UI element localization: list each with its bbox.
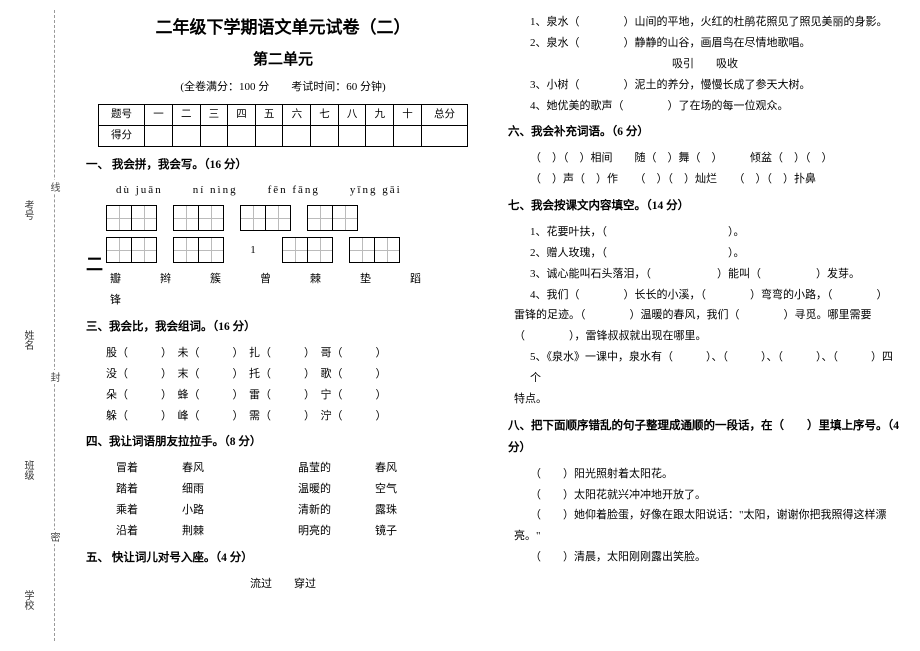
- s7-line: （ ），雷锋叔叔就出现在哪里。: [514, 326, 902, 347]
- score-header: 题号: [98, 104, 144, 125]
- table-row: 得分: [98, 125, 467, 146]
- s8-line: （ ）她仰着脸蛋，好像在跟太阳说话："太阳，谢谢你把我照得这样漂: [530, 505, 902, 526]
- binding-label-1: 线: [46, 180, 61, 194]
- section-1-heading: 一、 我会拼，我会写。（16 分）: [86, 155, 480, 177]
- s5-line: 4、她优美的歌声（ ）了在场的每一位观众。: [530, 96, 902, 117]
- exam-title: 二年级下学期语文单元试卷（二）: [86, 12, 480, 44]
- s7-line: 3、诚心能叫石头落泪，（ ）能叫（ ）发芽。: [530, 264, 902, 285]
- s5-line: 3、小树（ ）泥土的养分，慢慢长成了参天大树。: [530, 75, 902, 96]
- binding-margin: 线 封 密 考号 姓名 班级 学校: [0, 0, 80, 651]
- char-row: 瓣 辫 簇 曾 棘 垫 蹈 锋: [110, 269, 480, 311]
- pair-row: 沿着 荆棘明亮的 镜子: [116, 521, 480, 542]
- section-4-heading: 四、我让词语朋友拉拉手。（8 分）: [86, 432, 480, 454]
- section-3-heading: 三、我会比，我会组词。（16 分）: [86, 317, 480, 339]
- s8-line: （ ）阳光照射着太阳花。: [530, 464, 902, 485]
- pinyin-row: dù juān ní nìng fēn fāng yīng gāi: [116, 180, 480, 201]
- exam-subtitle: 第二单元: [86, 46, 480, 75]
- binding-dashed-line: [54, 10, 55, 641]
- s5-word-bank-1: 流过 穿过: [86, 574, 480, 595]
- side-field-name: 姓名: [20, 330, 35, 350]
- tianzi-row-2: 1: [106, 237, 480, 263]
- s5-line: 2、泉水（ ）静静的山谷，画眉鸟在尽情地歌唱。: [530, 33, 902, 54]
- s3-line: 朵（ ） 蜂（ ） 雷（ ） 宁（ ）: [106, 385, 480, 406]
- s3-line: 股（ ） 未（ ） 扎（ ） 哥（ ）: [106, 343, 480, 364]
- s7-line: 特点。: [514, 389, 902, 410]
- exam-info: (全卷满分：100 分 考试时间：60 分钟): [86, 77, 480, 98]
- s8-line: （ ）太阳花就兴冲冲地开放了。: [530, 485, 902, 506]
- s3-line: 没（ ） 末（ ） 托（ ） 歌（ ）: [106, 364, 480, 385]
- section-6-heading: 六、我会补充词语。（6 分）: [508, 122, 902, 144]
- s7-line: 1、花要叶扶，（ ）。: [530, 222, 902, 243]
- pair-row: 踏着 细雨温暖的 空气: [116, 479, 480, 500]
- section-8-heading: 八、把下面顺序错乱的句子整理成通顺的一段话，在（ ）里填上序号。（4 分）: [508, 416, 902, 460]
- left-column: 二年级下学期语文单元试卷（二） 第二单元 (全卷满分：100 分 考试时间：60…: [80, 0, 498, 651]
- section-7-heading: 七、我会按课文内容填空。（14 分）: [508, 196, 902, 218]
- binding-label-2: 封: [46, 370, 61, 384]
- s7-line: 2、赠人玫瑰，（ ）。: [530, 243, 902, 264]
- right-column: 1、泉水（ ）山间的平地，火红的杜鹃花照见了照见美丽的身影。 2、泉水（ ）静静…: [498, 0, 920, 651]
- s7-line: 4、我们（ ）长长的小溪，（ ）弯弯的小路，（ ）: [530, 285, 902, 306]
- section-5-heading: 五、 快让词儿对号入座。（4 分）: [86, 548, 480, 570]
- binding-label-3: 密: [46, 530, 61, 544]
- tianzi-row-1: [106, 205, 480, 231]
- s8-line: 亮。": [514, 526, 902, 547]
- side-field-class: 班级: [20, 460, 35, 480]
- score-table: 题号 一 二 三 四 五 六 七 八 九 十 总分 得分: [98, 104, 468, 147]
- pair-row: 冒着 春风晶莹的 春风: [116, 458, 480, 479]
- table-row: 题号 一 二 三 四 五 六 七 八 九 十 总分: [98, 104, 467, 125]
- side-field-examno: 考号: [20, 200, 35, 220]
- s5-word-bank-2: 吸引 吸收: [508, 54, 902, 75]
- s3-line: 躲（ ） 峰（ ） 需（ ） 泞（ ）: [106, 406, 480, 427]
- side-field-school: 学校: [20, 590, 35, 610]
- s7-line: 雷锋的足迹。（ ）温暖的春风，我们（ ）寻觅。哪里需要: [514, 305, 902, 326]
- s7-line: 5、《泉水》一课中，泉水有（ ）、（ ）、（ ）、（ ）四个: [530, 347, 902, 389]
- s8-line: （ ）清晨，太阳刚刚露出笑脸。: [530, 547, 902, 568]
- s6-line: （ ）声（ ）作 （ ）（ ）灿烂 （ ）（ ）扑鼻: [530, 169, 902, 190]
- score-row-label: 得分: [98, 125, 144, 146]
- s5-line: 1、泉水（ ）山间的平地，火红的杜鹃花照见了照见美丽的身影。: [530, 12, 902, 33]
- section-2-label: 二: [86, 250, 103, 275]
- pair-row: 乘着 小路清新的 露珠: [116, 500, 480, 521]
- s6-line: （ ）（ ）相间 随（ ）舞（ ） 倾盆（ ）（ ）: [530, 148, 902, 169]
